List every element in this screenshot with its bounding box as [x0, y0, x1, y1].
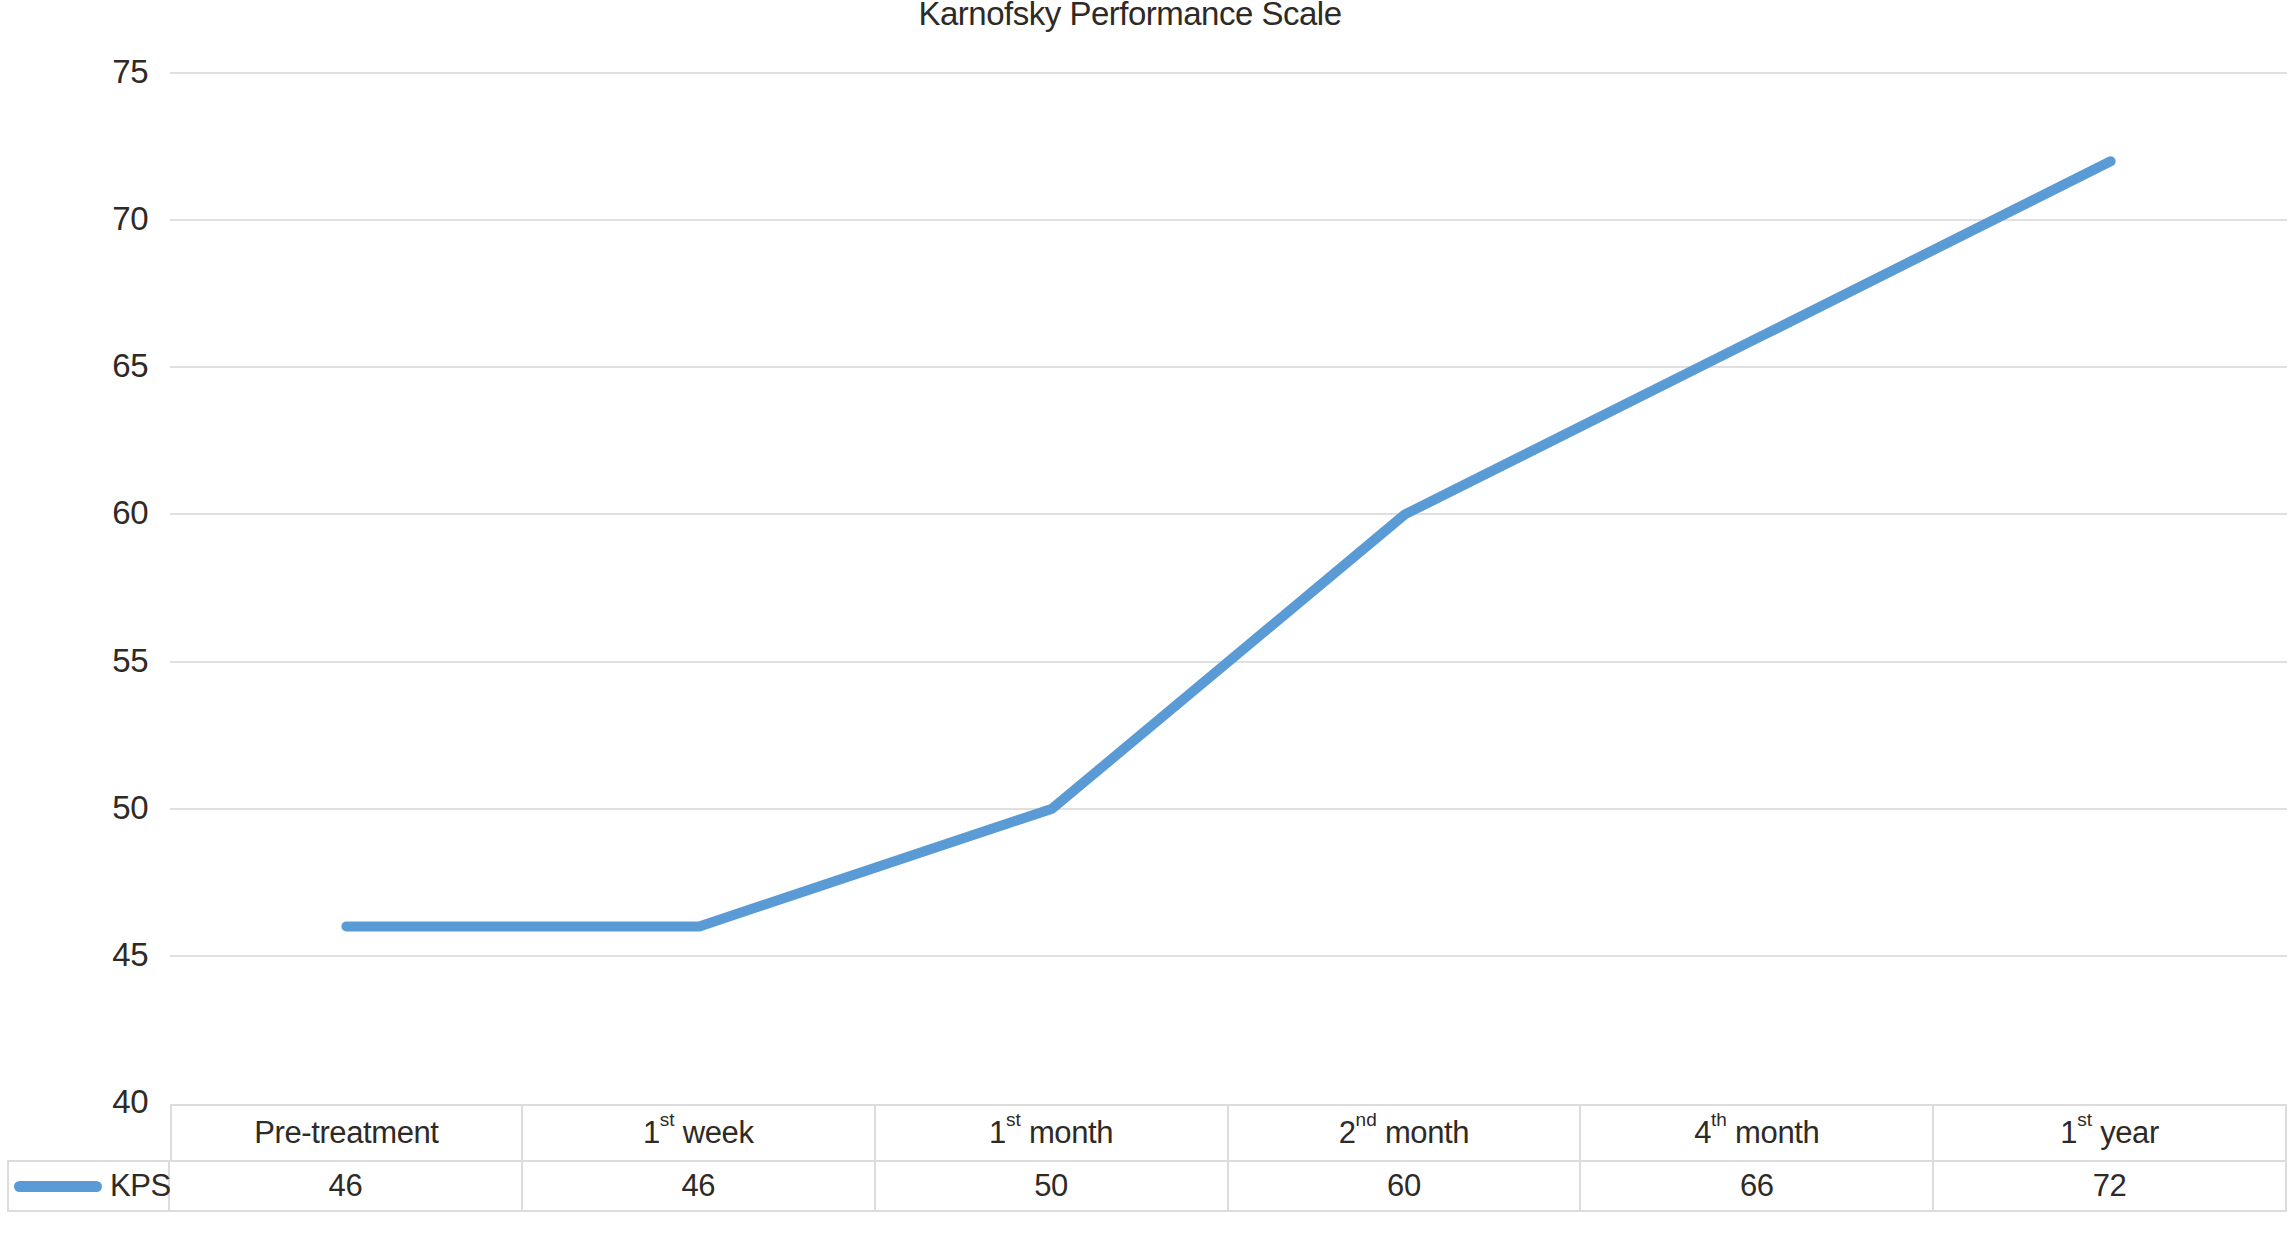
kps-line-series: [346, 161, 2110, 926]
column-header-2nd-month: 2nd month: [1229, 1104, 1582, 1160]
value-cell-1st-week: 46: [523, 1160, 876, 1212]
data-table: Pre-treatment 1st week 1st month 2nd mon…: [7, 1104, 2287, 1212]
column-header-4th-month: 4th month: [1581, 1104, 1934, 1160]
value-cell-1st-month: 50: [876, 1160, 1229, 1212]
column-header-1st-week: 1st week: [523, 1104, 876, 1160]
plot-area: [0, 0, 2294, 1244]
kps-line-swatch-icon: [14, 1181, 102, 1192]
chart-canvas: Karnofsky Performance Scale 404550556065…: [0, 0, 2294, 1244]
column-header-1st-year: 1st year: [1934, 1104, 2287, 1160]
column-header-1st-month: 1st month: [876, 1104, 1229, 1160]
value-cell-4th-month: 66: [1581, 1160, 1934, 1212]
value-cell-1st-year: 72: [1934, 1160, 2287, 1212]
value-cell-2nd-month: 60: [1229, 1160, 1582, 1212]
column-header-pre-treatment: Pre-treatment: [170, 1104, 523, 1160]
value-cell-pre-treatment: 46: [170, 1160, 523, 1212]
legend-key-cell: KPS: [7, 1160, 170, 1212]
legend-label: KPS: [102, 1168, 171, 1204]
data-table-corner-spacer: [7, 1104, 170, 1160]
